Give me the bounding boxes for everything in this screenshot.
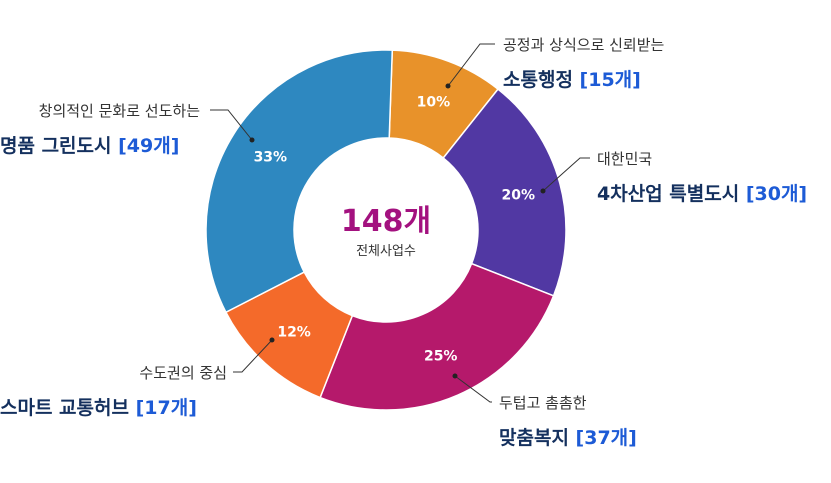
- legend-label-1: 대한민국 4차산업 특별도시 [30개]: [597, 148, 807, 206]
- subtitle: 두텁고 촘촘한: [499, 394, 587, 412]
- slice-1: [442, 88, 567, 297]
- subtitle: 대한민국: [597, 150, 653, 168]
- count: [15개]: [579, 69, 641, 91]
- legend-label-4: 창의적인 문화로 선도하는 명품 그린도시 [49개]: [0, 100, 200, 158]
- legend-label-3: 수도권의 중심 스마트 교통허브 [17개]: [0, 362, 227, 420]
- leader-line-0: [447, 43, 495, 87]
- subtitle: 수도권의 중심: [139, 364, 227, 382]
- leader-dot-2: [452, 373, 458, 379]
- name: 소통행정: [503, 69, 573, 91]
- subtitle: 공정과 상식으로 신뢰받는: [503, 36, 665, 54]
- leader-line-1: [542, 157, 590, 192]
- count: [49개]: [118, 135, 180, 157]
- legend-label-0: 공정과 상식으로 신뢰받는 소통행정 [15개]: [503, 34, 664, 92]
- name: 명품 그린도시: [0, 135, 112, 157]
- total-value: 148개: [340, 204, 432, 239]
- total-label: 전체사업수: [356, 244, 416, 259]
- percent-label-3: 12%: [277, 325, 311, 341]
- leader-line-2: [454, 375, 492, 403]
- name: 맞춤복지: [499, 427, 569, 449]
- percent-label-4: 33%: [254, 150, 288, 166]
- leader-dot-1: [540, 188, 546, 194]
- legend-label-2: 두텁고 촘촘한 맞춤복지 [37개]: [499, 392, 637, 450]
- name: 4차산업 특별도시: [597, 183, 740, 205]
- count: [17개]: [135, 397, 197, 419]
- count: [30개]: [745, 183, 808, 205]
- slice-2: [319, 262, 555, 411]
- percent-label-1: 20%: [502, 187, 536, 203]
- leader-dot-4: [249, 137, 255, 143]
- leader-dot-3: [269, 337, 275, 343]
- count: [37개]: [575, 427, 637, 449]
- subtitle: 창의적인 문화로 선도하는: [38, 102, 200, 120]
- leader-dot-0: [445, 83, 451, 89]
- leader-line-4: [210, 109, 253, 141]
- name: 스마트 교통허브: [0, 397, 129, 419]
- percent-label-0: 10%: [417, 94, 451, 110]
- leader-line-3: [233, 339, 273, 373]
- slice-4: [205, 49, 394, 314]
- percent-label-2: 25%: [424, 349, 458, 365]
